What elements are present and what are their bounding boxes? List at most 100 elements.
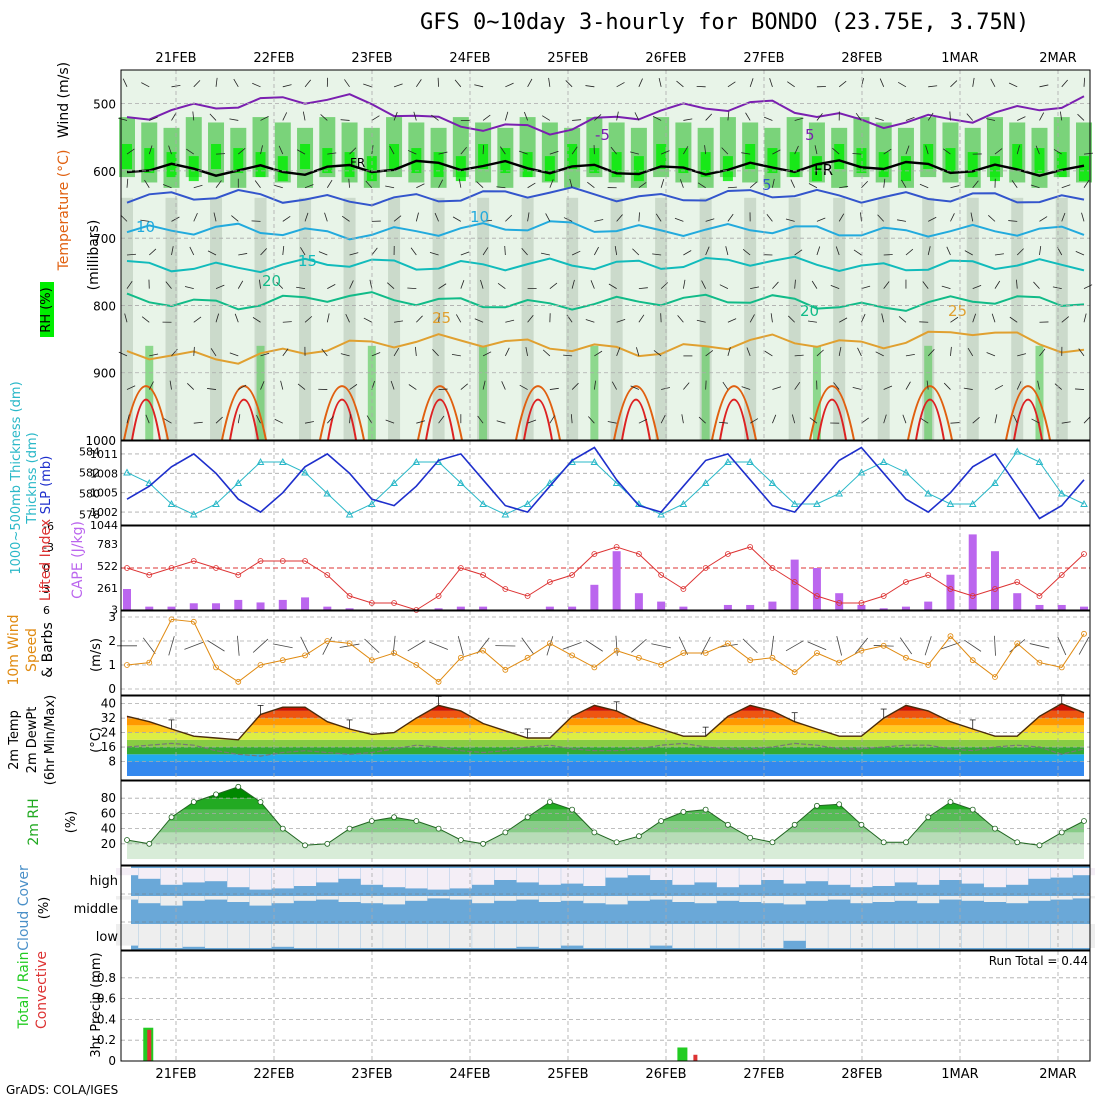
wind-barb <box>683 279 686 289</box>
wind-barb <box>972 180 979 188</box>
wind-barb <box>766 214 773 222</box>
thickness-line <box>126 450 1085 516</box>
cloud-cell-low <box>494 924 517 948</box>
wind10-marker <box>1014 640 1021 647</box>
cape-bar <box>990 551 999 610</box>
wind-barb <box>349 252 359 256</box>
wind-barb <box>438 151 448 155</box>
wind10-barb <box>237 635 240 656</box>
rh-column <box>121 197 133 440</box>
rh2m-marker <box>880 839 887 846</box>
wind-barb <box>1035 145 1040 155</box>
li-tick-label: 0 <box>43 562 50 575</box>
thickness-marker <box>345 510 354 518</box>
cloud-cell-middle <box>983 896 1006 902</box>
temp-color-band <box>127 718 1084 726</box>
wind-barb <box>282 84 292 88</box>
rh2m-marker <box>903 839 909 846</box>
wind-barb <box>1008 220 1018 222</box>
date-label-top: 2MAR <box>1039 51 1076 66</box>
cloud-cell-high <box>917 868 940 885</box>
cloud-cell-middle <box>805 896 828 901</box>
rh-column <box>432 197 445 440</box>
wind-barb <box>681 414 684 424</box>
cloud-cell-middle <box>383 896 406 905</box>
rh2m-marker <box>1036 842 1043 849</box>
rh2m-marker <box>925 814 932 821</box>
wind10-marker <box>680 650 687 656</box>
temp-tick-label: 16 <box>101 740 116 754</box>
wind-barb <box>366 415 373 424</box>
wind-barb <box>549 179 554 188</box>
wind10-barb <box>807 641 827 651</box>
legend-wind: Wind (m/s) <box>56 62 72 138</box>
cape-bar <box>123 589 131 610</box>
thickness-marker <box>924 489 933 497</box>
cloud-cell-low <box>516 924 539 947</box>
wind-barb <box>233 78 239 88</box>
cape-bar <box>568 606 577 610</box>
cloud-cell-low <box>1050 924 1073 948</box>
wind-barb <box>527 419 537 424</box>
cloud-cell-low <box>627 924 650 948</box>
lifted-index-marker <box>1014 579 1021 585</box>
lifted-index-marker <box>814 593 820 599</box>
rh2m-marker <box>279 825 286 832</box>
dewpoint2m-line <box>126 742 1085 757</box>
wind-barb <box>327 416 334 424</box>
temp-color-band <box>127 747 1084 755</box>
wind10-barb <box>899 637 913 655</box>
lifted-index-marker <box>480 572 486 578</box>
lifted-index-marker <box>190 558 197 564</box>
cloud-cell-high <box>1028 868 1051 879</box>
wind-barb <box>967 347 974 357</box>
slp-tick-label: 1011 <box>90 448 118 461</box>
wind-barb <box>835 246 840 256</box>
rh-band-high <box>700 152 711 178</box>
rh-tick-label: 40 <box>101 822 116 836</box>
rh2m-marker <box>836 801 843 808</box>
wind-barb <box>879 78 885 87</box>
legend-cloud: Cloud Cover <box>16 865 32 951</box>
wind-barb <box>949 111 951 121</box>
wind-barb <box>327 284 336 289</box>
wind-barb <box>237 414 241 424</box>
wind-barb <box>145 414 150 424</box>
cloud-cell-high <box>249 868 272 890</box>
wind-barb <box>371 352 381 357</box>
lifted-index-marker <box>680 586 687 592</box>
temp2m-frame <box>120 695 1091 781</box>
wind-barb <box>304 184 314 189</box>
wind-barb <box>749 418 759 424</box>
wind-barb <box>772 386 782 390</box>
date-label-top: 24FEB <box>449 51 490 66</box>
wind-barb <box>1061 316 1069 323</box>
rh-band-high <box>789 152 800 178</box>
wind-barb <box>994 414 998 424</box>
thickness-marker <box>323 489 332 497</box>
wind-barb <box>438 415 445 424</box>
wind-barb <box>482 114 491 121</box>
isotherm-label: 10 <box>136 218 155 236</box>
li-tick-label: 6 <box>43 604 50 617</box>
wind-barb <box>387 282 395 289</box>
wind10-barb <box>168 636 175 656</box>
lifted-index-marker <box>725 551 731 557</box>
temp-tick-label: 8 <box>108 755 116 769</box>
wind10-marker <box>146 659 153 666</box>
date-label-bottom: 27FEB <box>743 1067 784 1082</box>
rh2m-fill <box>127 786 1084 859</box>
isotherm-label: 20 <box>262 272 281 290</box>
lifted-index-marker <box>391 600 397 606</box>
wind-barb <box>653 350 662 357</box>
wind-barb <box>570 414 573 424</box>
cloud-cell-high <box>138 868 161 879</box>
cloud-cell-low <box>427 924 450 948</box>
wind-barb <box>705 218 715 222</box>
cloud-cell-low <box>805 924 828 948</box>
date-label-bottom: 2MAR <box>1039 1067 1076 1082</box>
isotherm-warm-lobe <box>621 398 651 441</box>
wind-barb <box>260 116 269 121</box>
isotherm-warm-lobe <box>417 385 463 441</box>
precip-tick-label: 0 <box>108 1054 116 1068</box>
